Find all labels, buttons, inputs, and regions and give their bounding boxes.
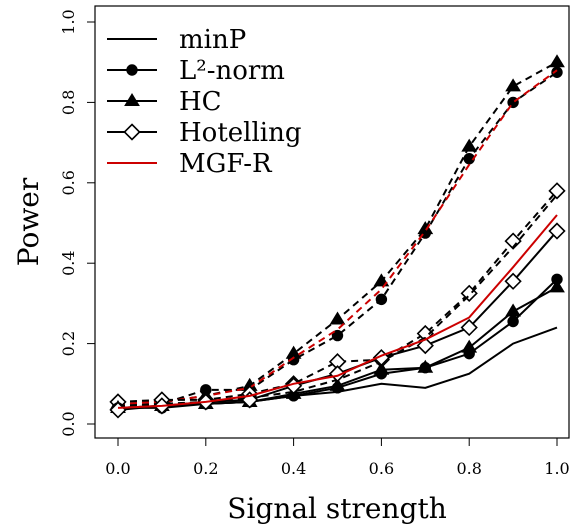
x-tick-label: 0.0 — [105, 459, 130, 478]
data-point-triangle — [417, 359, 434, 373]
series-line — [117, 214, 558, 409]
data-point-circle — [375, 293, 388, 306]
series-line — [117, 69, 558, 405]
series-solid-6 — [112, 273, 563, 414]
legend-marker-diamond — [123, 123, 141, 141]
data-point-diamond — [504, 272, 522, 290]
y-axis-title: Power — [12, 177, 45, 266]
data-point-circle — [287, 353, 300, 366]
y-tick-label: 0.6 — [59, 170, 78, 195]
legend-entry: minP — [107, 25, 246, 55]
y-tick-label: 0.8 — [59, 90, 78, 115]
data-point-circle — [551, 66, 563, 78]
data-point-diamond — [548, 222, 566, 240]
legend-label: minP — [179, 25, 246, 55]
legend-label: MGF-R — [179, 149, 273, 179]
data-point-diamond — [460, 318, 478, 337]
data-layer — [109, 54, 566, 419]
data-point-triangle — [373, 361, 390, 375]
data-point-triangle — [461, 339, 478, 353]
x-tick-label: 1.0 — [544, 459, 569, 478]
x-tick-label: 0.6 — [369, 459, 394, 478]
legend-label: L²-norm — [179, 56, 285, 86]
data-point-triangle — [505, 303, 521, 317]
data-point-triangle — [329, 377, 346, 391]
y-tick-label: 0.2 — [59, 331, 78, 356]
legend-entry: L²-norm — [107, 56, 285, 86]
legend-marker-triangle — [124, 93, 140, 107]
legend-entry: HC — [107, 87, 222, 117]
y-tick-label: 1.0 — [59, 9, 78, 34]
y-tick-label: 0.0 — [59, 411, 78, 436]
data-point-triangle — [461, 138, 478, 152]
series-dashed-2 — [117, 69, 558, 405]
legend-label: Hotelling — [179, 118, 302, 148]
data-point-triangle — [373, 273, 390, 287]
series-solid-9 — [117, 214, 558, 409]
data-point-triangle — [329, 311, 346, 325]
x-tick-label: 0.4 — [281, 459, 306, 478]
x-tick-label: 0.8 — [456, 459, 481, 478]
legend-entry: Hotelling — [107, 118, 302, 148]
data-point-triangle — [505, 78, 521, 92]
axes-layer: 0.0 0.2 0.4 0.6 0.8 1.0 0.0 0.2 0.4 0.6 0.8 1.0 — [59, 9, 570, 478]
y-tick-label: 0.4 — [59, 250, 78, 275]
series-line — [117, 190, 558, 403]
data-point-diamond — [548, 182, 566, 200]
legend-entry: MGF-R — [107, 149, 273, 179]
series-solid-7 — [110, 279, 565, 413]
x-axis-title: Signal strength — [227, 492, 446, 525]
data-point-diamond — [328, 365, 347, 383]
data-point-triangle — [549, 279, 565, 293]
x-tick-label: 0.2 — [193, 459, 218, 478]
data-point-triangle — [549, 54, 565, 68]
series-line — [117, 71, 558, 407]
data-point-circle — [507, 315, 519, 328]
data-point-circle — [331, 329, 344, 342]
legend-label: HC — [179, 87, 222, 117]
legend-marker-circle — [126, 64, 138, 76]
